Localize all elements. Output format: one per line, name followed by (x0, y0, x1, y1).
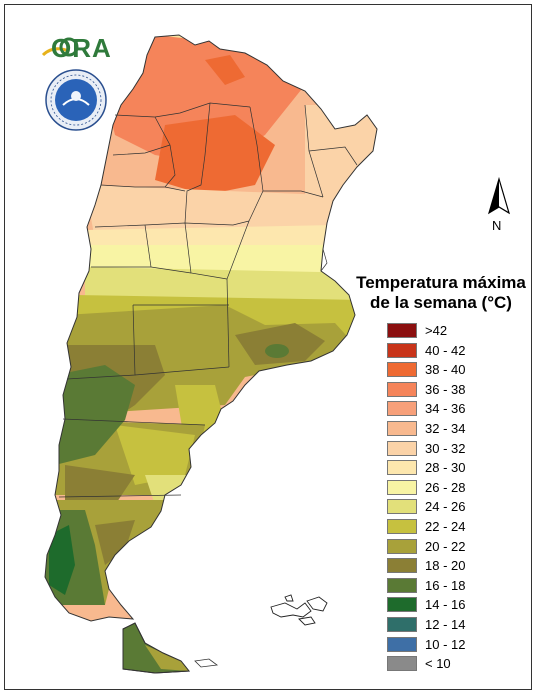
legend-swatch (387, 558, 417, 574)
legend-swatch (387, 479, 417, 495)
legend-label: 16 - 18 (425, 577, 466, 593)
legend-swatch (387, 401, 417, 417)
legend-swatch (387, 323, 417, 338)
legend-swatch (387, 656, 417, 672)
legend-swatch (387, 597, 417, 613)
legend-label: 36 - 38 (425, 381, 466, 397)
legend-title-line2: de la semana (°C) (370, 293, 512, 312)
legend-label: 32 - 34 (425, 420, 466, 436)
legend-label: 14 - 16 (425, 597, 466, 613)
legend-label: 12 - 14 (425, 616, 466, 632)
legend-swatch (387, 636, 417, 652)
legend-swatch (387, 460, 417, 476)
legend-swatch (387, 616, 417, 632)
legend-title-line1: Temperatura máxima (356, 273, 526, 292)
argentina-temperature-map (44, 34, 378, 674)
legend-label: 38 - 40 (425, 362, 466, 378)
legend-label: 40 - 42 (425, 342, 466, 358)
legend-swatch (387, 342, 417, 358)
map-frame: ORA N Temperatura máxima de la semana (°… (4, 4, 532, 690)
legend-label: 24 - 26 (425, 499, 466, 515)
smn-seal-icon (45, 69, 107, 131)
ora-logo-icon (41, 37, 79, 57)
legend-swatch (387, 577, 417, 593)
legend-label: >42 (425, 323, 448, 338)
legend-swatch (387, 440, 417, 456)
legend-swatch (387, 499, 417, 515)
legend-label: < 10 (425, 656, 451, 672)
north-arrow-icon (487, 177, 511, 215)
legend-label: 10 - 12 (425, 636, 466, 652)
legend-swatch (387, 538, 417, 554)
legend-swatch (387, 362, 417, 378)
legend-label: 20 - 22 (425, 538, 466, 554)
legend-title: Temperatura máxima de la semana (°C) (351, 273, 531, 313)
legend-swatch (387, 381, 417, 397)
legend-label: 22 - 24 (425, 518, 466, 534)
legend-swatch (387, 518, 417, 534)
legend-swatch (387, 420, 417, 436)
legend-label: 30 - 32 (425, 440, 466, 456)
legend-label: 26 - 28 (425, 479, 466, 495)
legend-label: 18 - 20 (425, 558, 466, 574)
legend-label: 28 - 30 (425, 460, 466, 476)
north-label: N (492, 218, 502, 233)
legend-label: 34 - 36 (425, 401, 466, 417)
ora-logo-text: ORA (51, 33, 112, 63)
